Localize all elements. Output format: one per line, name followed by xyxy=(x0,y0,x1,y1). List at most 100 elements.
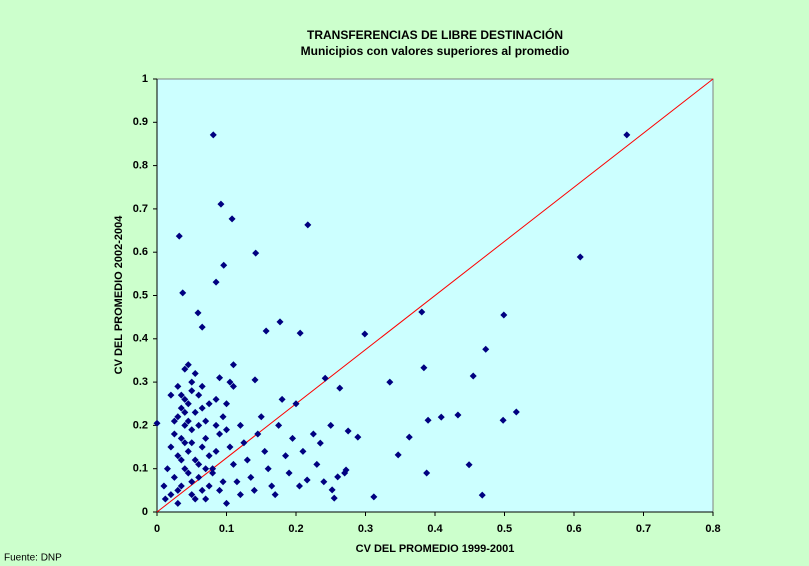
point xyxy=(191,369,199,377)
point xyxy=(170,473,178,481)
point xyxy=(167,391,175,399)
point xyxy=(223,400,230,408)
point xyxy=(184,361,192,369)
point xyxy=(423,469,431,477)
point xyxy=(174,486,182,494)
chart-title: TRANSFERENCIAS DE LIBRE DESTINACIÓN xyxy=(307,27,563,42)
point xyxy=(212,395,220,403)
point xyxy=(188,491,196,499)
point xyxy=(304,221,312,229)
point xyxy=(243,456,251,464)
point xyxy=(174,499,182,507)
point xyxy=(437,413,445,421)
point xyxy=(174,452,182,460)
point xyxy=(247,473,255,481)
point xyxy=(195,421,203,429)
point xyxy=(394,451,402,459)
point xyxy=(623,131,631,139)
point xyxy=(170,430,178,438)
point xyxy=(184,447,192,455)
point xyxy=(500,311,508,319)
point xyxy=(482,345,490,353)
x-tick-label: 0.1 xyxy=(219,523,234,535)
point xyxy=(320,478,328,486)
point xyxy=(328,486,336,494)
point xyxy=(327,421,335,429)
point xyxy=(179,289,187,297)
point xyxy=(229,382,237,390)
point xyxy=(170,417,178,425)
point xyxy=(216,486,224,494)
chart-subtitle: Municipios con valores superiores al pro… xyxy=(301,44,570,58)
point xyxy=(354,433,362,441)
y-tick-label: 0.1 xyxy=(133,463,148,475)
point xyxy=(478,491,486,499)
point xyxy=(219,478,227,486)
point xyxy=(285,469,293,477)
point xyxy=(321,374,329,382)
point xyxy=(299,447,307,455)
point xyxy=(316,439,324,447)
point xyxy=(195,391,203,399)
point xyxy=(163,465,171,473)
point xyxy=(261,447,269,455)
point xyxy=(205,482,213,490)
point xyxy=(262,327,270,335)
point xyxy=(181,439,189,447)
x-tick-label: 0.3 xyxy=(358,523,373,535)
y-tick-label: 0.9 xyxy=(133,116,148,128)
point xyxy=(202,434,210,442)
point xyxy=(161,495,169,503)
point xyxy=(205,452,213,460)
point xyxy=(226,443,234,451)
point xyxy=(229,460,237,468)
point xyxy=(198,486,206,494)
point xyxy=(195,473,203,481)
point xyxy=(188,478,196,486)
point xyxy=(219,413,227,421)
point xyxy=(418,308,426,316)
point xyxy=(469,372,477,380)
point xyxy=(184,417,192,425)
point xyxy=(205,400,213,408)
y-tick-label: 0.6 xyxy=(133,246,148,258)
point xyxy=(313,460,321,468)
point xyxy=(454,411,462,419)
point xyxy=(188,387,196,395)
point xyxy=(370,493,378,501)
y-tick-label: 0.3 xyxy=(133,376,148,388)
point xyxy=(289,434,297,442)
y-tick-label: 0.4 xyxy=(133,333,149,345)
point xyxy=(233,478,241,486)
point xyxy=(212,447,220,455)
point xyxy=(212,421,220,429)
point xyxy=(251,376,259,384)
point xyxy=(177,456,185,464)
point xyxy=(254,430,262,438)
y-tick-label: 0.8 xyxy=(133,160,148,172)
point xyxy=(195,460,203,468)
point xyxy=(216,374,224,382)
point xyxy=(576,253,584,261)
point xyxy=(344,427,352,435)
point xyxy=(226,378,234,386)
point xyxy=(330,494,338,502)
source-note: Fuente: DNP xyxy=(4,553,62,564)
point xyxy=(174,413,182,421)
point xyxy=(405,433,413,441)
point xyxy=(212,278,220,286)
y-tick-label: 0 xyxy=(142,506,148,518)
point xyxy=(236,491,244,499)
point xyxy=(181,421,189,429)
y-tick-label: 0.2 xyxy=(133,419,148,431)
x-axis-label: CV DEL PROMEDIO 1999-2001 xyxy=(356,543,515,555)
point xyxy=(216,430,224,438)
y-tick-label: 1 xyxy=(142,73,148,85)
x-tick-label: 0.6 xyxy=(566,523,581,535)
point xyxy=(181,465,189,473)
point xyxy=(198,323,206,331)
point xyxy=(236,421,244,429)
point xyxy=(341,469,349,477)
point xyxy=(184,469,192,477)
